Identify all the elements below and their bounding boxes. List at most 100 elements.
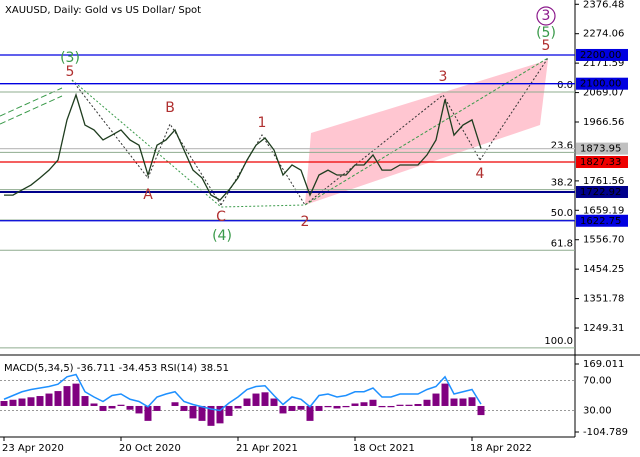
macd-bar: [45, 393, 53, 406]
fib-label: 50.0: [551, 208, 573, 219]
macd-bar: [198, 405, 206, 421]
wave-label: B: [165, 100, 175, 116]
rsi-name: RSI(14): [160, 363, 197, 374]
macd-bar: [342, 405, 350, 408]
wave-label: (3): [60, 50, 80, 66]
macd-bar: [225, 405, 233, 416]
macd-bar: [297, 405, 305, 410]
y-tick-label: 1761.56: [583, 176, 624, 187]
macd-bar: [135, 405, 143, 414]
fib-label: 0.0: [557, 80, 573, 91]
macd-readout: -36.711: [77, 363, 116, 374]
y2-tick-label: 30.00: [583, 406, 612, 417]
wave-label: 1: [258, 115, 267, 131]
wave-label: 5: [542, 38, 551, 54]
rsi-readout: 38.51: [200, 363, 229, 374]
macd-bar: [279, 405, 287, 414]
macd-bar: [180, 405, 188, 411]
wave-label: 4: [476, 166, 485, 182]
wave-label: 2: [301, 214, 310, 230]
y-tick-label: 1454.25: [583, 264, 624, 275]
macd-bar: [351, 403, 359, 406]
macd-bar: [54, 391, 62, 406]
macd-bar: [126, 405, 134, 410]
x-tick-label: 21 Apr 2021: [236, 443, 298, 454]
fib-label: 100.0: [544, 336, 573, 347]
macd-bar: [270, 398, 278, 406]
macd-bar: [306, 405, 314, 421]
y-tick-label: 1351.78: [583, 294, 624, 305]
x-tick-label: 23 Apr 2020: [2, 443, 64, 454]
macd-bar: [252, 393, 260, 406]
macd-bar: [72, 383, 80, 406]
macd-bar: [432, 393, 440, 406]
rsi-line: [3, 373, 482, 412]
macd-bar: [153, 405, 161, 411]
macd-bar: [27, 397, 35, 406]
macd-bar: [99, 405, 107, 411]
wave-line: [304, 57, 549, 206]
wave-lines: [0, 57, 549, 208]
wave-line: [71, 79, 306, 208]
macd-bar: [324, 405, 332, 408]
y-tick-label: 1966.56: [583, 117, 624, 128]
macd-bar: [189, 405, 197, 419]
wave-line: [0, 87, 63, 117]
macd-bar: [36, 396, 44, 406]
macd-bar: [378, 405, 386, 408]
level-label-box: [576, 155, 628, 168]
macd-bar: [261, 392, 269, 406]
macd-bar: [90, 403, 98, 406]
x-tick-label: 18 Oct 2021: [353, 443, 415, 454]
level-label: 2100.00: [580, 79, 621, 90]
y-tick-label: 1556.70: [583, 235, 624, 246]
level-label-box: [576, 214, 628, 227]
macd-bar: [405, 404, 413, 406]
macd-bar: [423, 399, 431, 406]
wave-label: (4): [212, 228, 232, 244]
macd-bar: [414, 403, 422, 406]
macd-bar: [441, 383, 449, 406]
level-label-box: [576, 77, 628, 90]
macd-bar: [117, 404, 125, 406]
macd-bar: [387, 405, 395, 408]
macd-bar: [450, 398, 458, 406]
macd-bar: [468, 397, 476, 406]
fib-label: 61.8: [551, 238, 573, 249]
macd-bar: [9, 399, 17, 406]
y-tick-label: 2171.59: [583, 58, 624, 69]
y2-tick-label: 70.00: [583, 376, 612, 387]
macd-bar: [207, 405, 215, 426]
wave-line: [220, 94, 481, 206]
wave-line: [71, 79, 222, 206]
x-tick-label: 18 Apr 2022: [470, 443, 532, 454]
macd-bar: [396, 404, 404, 406]
macd-bar: [243, 398, 251, 406]
wave-label: (5): [536, 25, 556, 41]
macd-bar: [315, 405, 323, 411]
wave-label: A: [143, 187, 153, 203]
macd-bar: [333, 405, 341, 409]
wave-line: [479, 57, 549, 161]
indicator-header: MACD(5,34,5) -36.711 -34.453 RSI(14) 38.…: [4, 363, 229, 374]
y-tick-label: 169.011: [583, 359, 624, 370]
level-label: 1622.75: [580, 216, 621, 227]
y-tick-label: 1659.19: [583, 205, 624, 216]
macd-bar: [288, 405, 296, 411]
wave-label: 3: [439, 69, 448, 85]
macd-name: MACD(5,34,5): [4, 363, 74, 374]
macd-bar: [18, 398, 26, 406]
level-label: 1722.92: [580, 187, 621, 198]
macd-bar: [81, 396, 89, 406]
macd-bar: [144, 405, 152, 421]
level-label: 2200.00: [580, 50, 621, 61]
wave-circle: [536, 6, 556, 26]
level-label-box: [576, 185, 628, 198]
wave-label: 3: [542, 8, 551, 24]
fib-label: 23.6: [551, 140, 573, 151]
macd-readout: -34.453: [119, 363, 158, 374]
macd-bar: [63, 386, 71, 406]
macd-bar: [171, 402, 179, 406]
wave-label: 5: [66, 64, 75, 80]
